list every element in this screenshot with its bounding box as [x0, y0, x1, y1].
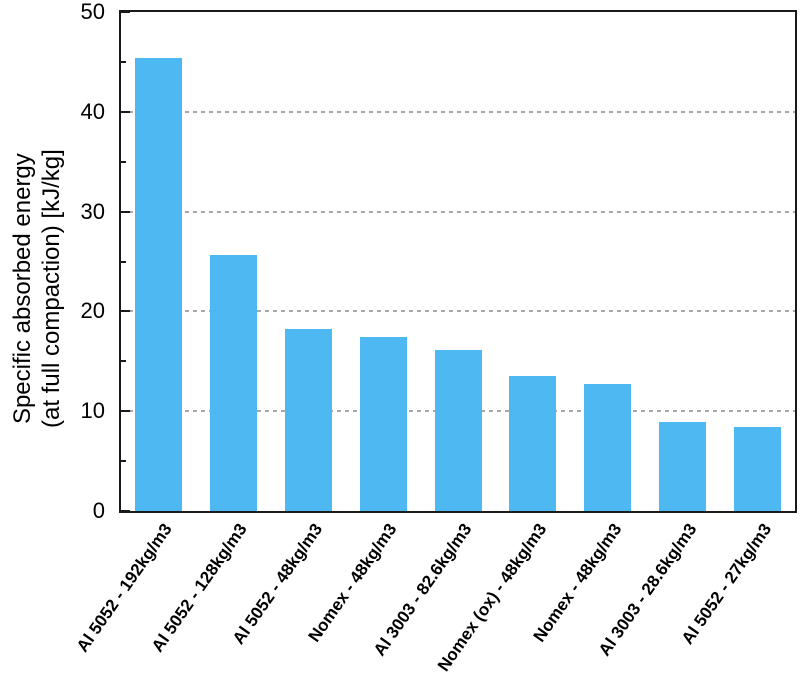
- y-tick-label: 20: [80, 298, 105, 324]
- gridline: [121, 210, 795, 213]
- y-major-tick: [121, 510, 130, 511]
- bar: [284, 329, 332, 511]
- y-tick-label: 40: [80, 98, 105, 124]
- y-tick-label: 30: [80, 198, 105, 224]
- y-major-tick: [121, 12, 130, 13]
- bar: [209, 254, 257, 511]
- y-major-tick: [121, 110, 130, 113]
- y-tick-label: 0: [92, 498, 105, 523]
- y-minor-tick: [121, 360, 126, 363]
- bar: [659, 422, 707, 511]
- y-minor-tick: [121, 260, 126, 263]
- y-minor-tick: [121, 60, 126, 63]
- bar: [134, 57, 182, 511]
- bar: [509, 376, 557, 511]
- y-major-tick: [121, 310, 130, 313]
- gridline: [121, 310, 795, 313]
- y-minor-tick: [121, 160, 126, 163]
- y-tick-labels: 0 10 20 30 40 50: [0, 0, 105, 669]
- bar: [359, 337, 407, 511]
- y-minor-tick: [121, 460, 126, 463]
- gridline: [121, 110, 795, 113]
- bar: [734, 427, 782, 511]
- bar: [434, 350, 482, 511]
- plot-area: [119, 10, 797, 513]
- bar: [584, 384, 632, 511]
- y-major-tick: [121, 210, 130, 213]
- y-major-tick: [121, 410, 130, 413]
- y-tick-label: 50: [80, 0, 105, 24]
- y-tick-label: 10: [80, 398, 105, 424]
